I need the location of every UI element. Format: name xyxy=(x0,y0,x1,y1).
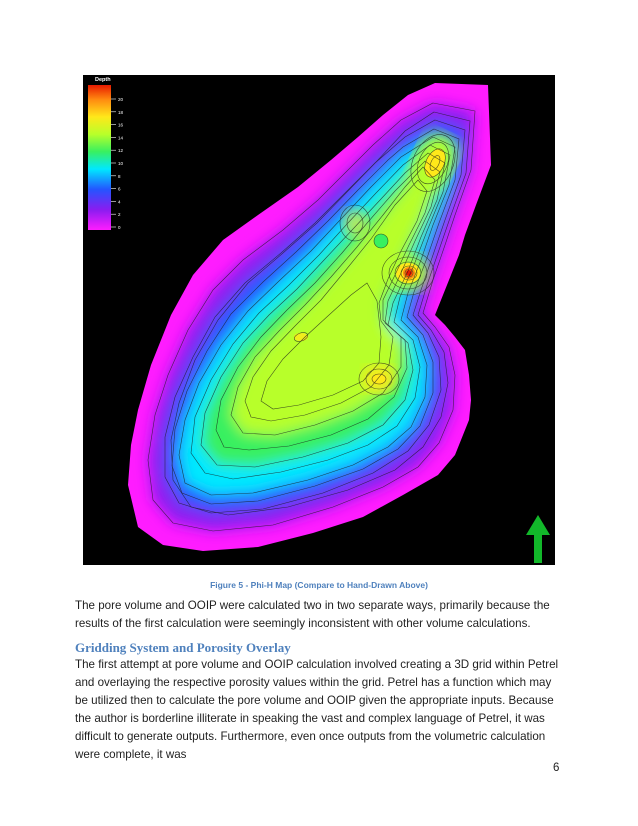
legend-title: Depth xyxy=(95,77,111,83)
north-arrow-icon xyxy=(526,515,550,563)
paragraph-pore-volume: The pore volume and OOIP were calculated… xyxy=(75,599,550,630)
legend-tick-label: 14 xyxy=(118,135,124,140)
legend-tick-label: 4 xyxy=(118,199,121,204)
section-heading: Gridding System and Porosity Overlay xyxy=(75,640,291,655)
page-number: 6 xyxy=(553,762,560,774)
legend-tick-label: 6 xyxy=(118,187,121,192)
legend-tick-label: 8 xyxy=(118,174,121,179)
legend-tick-label: 0 xyxy=(118,225,121,230)
legend-tick-label: 12 xyxy=(118,148,124,153)
figure-caption: Figure 5 - Phi-H Map (Compare to Hand-Dr… xyxy=(210,580,428,590)
legend-tick-label: 10 xyxy=(118,161,124,166)
legend-color-bar xyxy=(88,85,111,230)
contour-fill xyxy=(128,83,491,551)
legend-tick-label: 16 xyxy=(118,123,124,128)
contour-lines xyxy=(147,102,476,532)
legend-tick-label: 20 xyxy=(118,97,124,102)
paragraph-gridding: The first attempt at pore volume and OOI… xyxy=(75,658,559,761)
legend-tick-label: 2 xyxy=(118,212,121,217)
legend-tick-label: 18 xyxy=(118,110,124,115)
phi-h-map-figure: Depth 20 18 16 14 12 10 8 6 4 2 0 xyxy=(83,75,555,565)
